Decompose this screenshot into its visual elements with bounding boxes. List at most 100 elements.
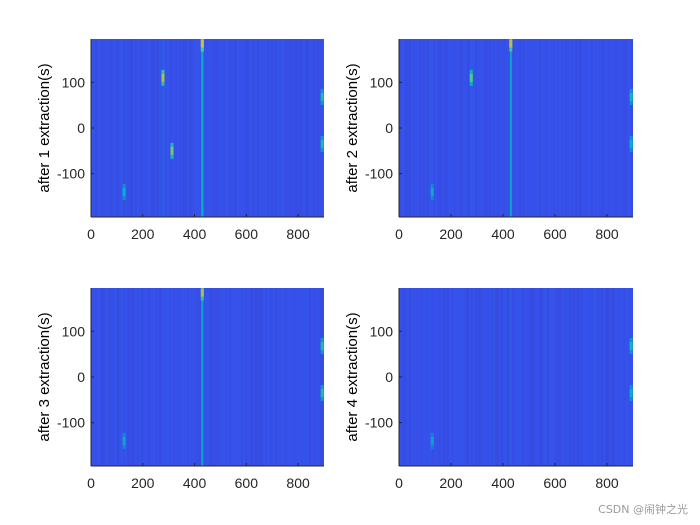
- heatmap-column: [627, 39, 629, 217]
- heatmap-column: [95, 288, 97, 466]
- heatmap-column: [609, 39, 611, 217]
- heatmap-column: [203, 288, 205, 466]
- heatmap-column: [543, 39, 545, 217]
- heatmap-column: [463, 288, 465, 466]
- heatmap-column: [285, 39, 287, 217]
- heatmap-column: [433, 39, 435, 217]
- heatmap-column: [595, 288, 597, 466]
- heatmap-column: [139, 39, 141, 217]
- heatmap-hotspot: [629, 388, 633, 397]
- heatmap-hotspot: [170, 146, 174, 155]
- x-tick-label: 0: [395, 226, 403, 242]
- heatmap-column: [511, 39, 513, 217]
- heatmap-column: [113, 288, 115, 466]
- heatmap-column: [569, 288, 571, 466]
- heatmap-column: [581, 39, 583, 217]
- heatmap-column: [491, 288, 493, 466]
- heatmap-column: [169, 39, 171, 217]
- heatmap-column: [501, 39, 503, 217]
- heatmap-column: [477, 39, 479, 217]
- heatmap-column: [111, 39, 113, 217]
- heatmap-column: [551, 39, 553, 217]
- heatmap-column: [519, 288, 521, 466]
- heatmap-column: [129, 288, 131, 466]
- heatmap-column: [585, 39, 587, 217]
- heatmap-column: [301, 288, 303, 466]
- heatmap-column: [487, 39, 489, 217]
- heatmap-column: [587, 288, 589, 466]
- heatmap-column: [175, 39, 177, 217]
- heatmap-column: [99, 39, 101, 217]
- heatmap-column: [447, 288, 449, 466]
- heatmap-column: [449, 288, 451, 466]
- heatmap-column: [613, 288, 615, 466]
- heatmap-column: [267, 288, 269, 466]
- heatmap-column: [147, 39, 149, 217]
- heatmap-column: [623, 39, 625, 217]
- y-tick-label: -100: [57, 415, 85, 431]
- heatmap-column: [531, 288, 533, 466]
- heatmap-column: [299, 39, 301, 217]
- heatmap-column: [449, 39, 451, 217]
- x-tick-label: 200: [439, 226, 463, 242]
- heatmap-column: [167, 39, 169, 217]
- heatmap-column: [105, 288, 107, 466]
- heatmap-column: [187, 39, 189, 217]
- heatmap-column: [515, 288, 517, 466]
- heatmap-column: [575, 39, 577, 217]
- heatmap-column: [225, 39, 227, 217]
- heatmap-column: [191, 39, 193, 217]
- heatmap-column: [555, 288, 557, 466]
- heatmap-column: [219, 288, 221, 466]
- heatmap-column: [539, 39, 541, 217]
- heatmap-column: [149, 39, 151, 217]
- heatmap-column: [303, 39, 305, 217]
- heatmap-column: [245, 39, 247, 217]
- heatmap-column: [169, 288, 171, 466]
- heatmap-column: [315, 39, 317, 217]
- watermark: CSDN @闹钟之光: [598, 503, 688, 516]
- heatmap-column: [287, 288, 289, 466]
- x-tick-label: 200: [131, 226, 155, 242]
- heatmap-column: [435, 39, 437, 217]
- heatmap-column: [171, 288, 173, 466]
- heatmap-column: [453, 39, 455, 217]
- heatmap-column: [593, 288, 595, 466]
- heatmap-vertical-line: [429, 39, 432, 217]
- heatmap-column: [165, 288, 167, 466]
- y-axis-label: after 3 extraction(s): [36, 312, 53, 441]
- heatmap-column: [625, 288, 627, 466]
- x-tick-label: 0: [87, 226, 95, 242]
- heatmap-column: [423, 39, 425, 217]
- heatmap-column: [403, 39, 405, 217]
- heatmap-column: [603, 39, 605, 217]
- heatmap-column: [127, 39, 129, 217]
- heatmap-column: [275, 288, 277, 466]
- heatmap-column: [111, 288, 113, 466]
- heatmap-column: [483, 39, 485, 217]
- heatmap-column: [427, 288, 429, 466]
- heatmap-column: [455, 288, 457, 466]
- heatmap-column: [115, 39, 117, 217]
- y-tick-label: 100: [62, 323, 86, 339]
- heatmap-column: [221, 288, 223, 466]
- heatmap-column: [207, 288, 209, 466]
- heatmap-column: [607, 39, 609, 217]
- y-tick-label: 100: [370, 74, 394, 90]
- heatmap-column: [515, 39, 517, 217]
- heatmap-column: [207, 39, 209, 217]
- heatmap-column: [323, 288, 324, 466]
- heatmap-column: [495, 39, 497, 217]
- heatmap-column: [503, 288, 505, 466]
- heatmap-vertical-line: [509, 288, 512, 466]
- heatmap-column: [269, 288, 271, 466]
- heatmap-column: [321, 39, 323, 217]
- heatmap-column: [453, 288, 455, 466]
- heatmap-column: [539, 288, 541, 466]
- heatmap-column: [275, 39, 277, 217]
- heatmap-column: [615, 288, 617, 466]
- heatmap-column: [101, 288, 103, 466]
- heatmap-column: [533, 288, 535, 466]
- heatmap-column: [179, 288, 181, 466]
- heatmap-column: [529, 39, 531, 217]
